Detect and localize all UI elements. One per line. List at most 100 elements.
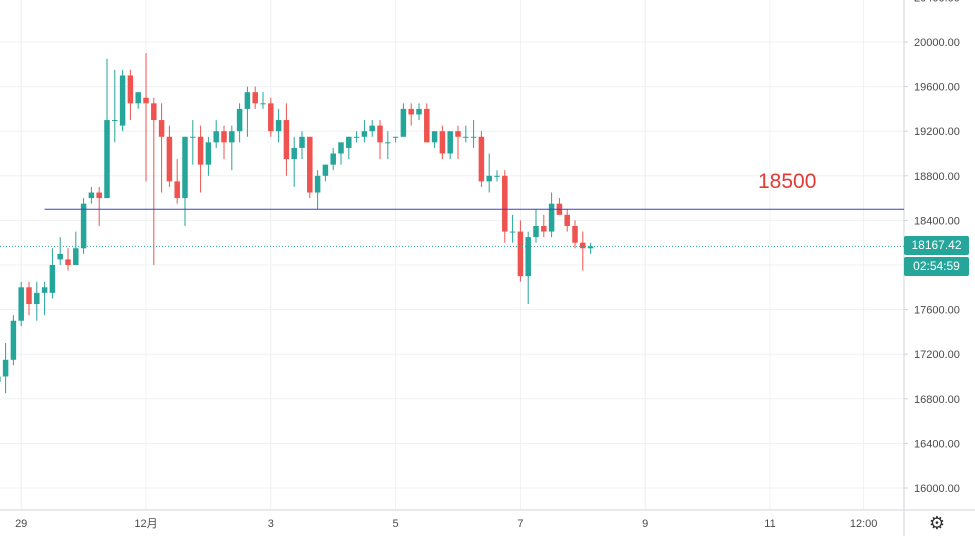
candle-body (275, 120, 282, 132)
candle-body (314, 175, 321, 193)
candle-body (486, 175, 492, 182)
candle (244, 86, 251, 137)
candle-body (455, 131, 461, 137)
candle (369, 120, 375, 137)
price-tick-label: 20400.00 (914, 0, 960, 4)
candle (431, 131, 438, 148)
candle (314, 170, 321, 210)
candle (455, 125, 461, 160)
candle (307, 136, 313, 199)
time-tick-label: 9 (642, 518, 648, 530)
candle (260, 92, 266, 109)
candle (236, 103, 243, 143)
candle (135, 92, 141, 109)
candle-body (346, 136, 352, 148)
candle (416, 103, 422, 121)
candle (353, 131, 360, 143)
candle-body (268, 103, 274, 132)
candle-body (447, 131, 453, 154)
candle-body (260, 103, 266, 105)
candle-body (463, 136, 469, 138)
candle-body (517, 231, 524, 277)
candle (556, 198, 563, 215)
time-tick-label: 11 (764, 518, 775, 530)
candle (525, 231, 531, 305)
candle-body (151, 103, 157, 121)
candle-body (65, 259, 71, 265)
candle-body (252, 92, 258, 104)
candle-body (361, 131, 368, 137)
candle (2, 343, 9, 394)
candle-body (299, 136, 305, 148)
candle (229, 125, 235, 171)
candle (0, 376, 1, 383)
candle (143, 53, 149, 182)
candle-body (26, 287, 32, 305)
price-tick-label: 18400.00 (914, 215, 960, 227)
candle (494, 170, 500, 182)
candle-body (307, 136, 313, 193)
candle (190, 120, 196, 165)
candle-body (166, 136, 173, 182)
candle (330, 147, 336, 171)
candle (338, 142, 344, 165)
candle (283, 103, 290, 176)
level-label-18500: 18500 (758, 170, 817, 193)
candle-body (49, 265, 56, 293)
candle (197, 125, 204, 193)
candle-body (502, 175, 508, 232)
gear-icon[interactable]: ⚙ (928, 513, 946, 534)
candle (96, 186, 102, 226)
candle-body (213, 131, 219, 143)
candle-body (509, 231, 516, 233)
candle-body (424, 108, 430, 143)
candle-body (104, 120, 110, 199)
candle (112, 69, 118, 143)
candle (587, 242, 594, 254)
candle-body (182, 136, 188, 199)
candle-body (57, 253, 63, 260)
candle-body (2, 359, 9, 377)
candle (322, 164, 329, 182)
candle (26, 281, 32, 316)
candle-body (119, 75, 126, 126)
candle (104, 58, 110, 199)
candle (73, 231, 79, 265)
candle-body (408, 108, 414, 115)
candle (346, 136, 352, 160)
candle (49, 248, 56, 299)
candle-body (190, 136, 196, 138)
candle (541, 214, 547, 238)
candle-body (322, 164, 329, 176)
time-tick-label: 7 (517, 518, 523, 530)
candle-body (80, 203, 87, 249)
candle (408, 103, 414, 126)
candle (580, 231, 586, 271)
time-tick-label: 12:00 (850, 518, 878, 530)
price-tick-label: 19600.00 (914, 82, 960, 94)
candle (533, 209, 539, 243)
candle-body (18, 287, 24, 321)
candle (509, 214, 516, 243)
candle-body (330, 153, 336, 165)
candle (275, 108, 282, 143)
candle-body (416, 108, 422, 115)
candle (548, 192, 555, 238)
candle (486, 153, 492, 193)
candle (361, 120, 368, 143)
candle-body (478, 136, 485, 182)
candle (127, 69, 134, 121)
candle-body (205, 142, 212, 165)
candle (470, 120, 477, 148)
candle-body (494, 175, 500, 177)
candle (572, 220, 578, 249)
candle (18, 281, 24, 327)
candle-body (369, 125, 375, 132)
candle (252, 86, 258, 109)
candle-body (10, 320, 17, 360)
candle (424, 103, 430, 143)
candle (151, 97, 157, 265)
candle (299, 131, 305, 160)
